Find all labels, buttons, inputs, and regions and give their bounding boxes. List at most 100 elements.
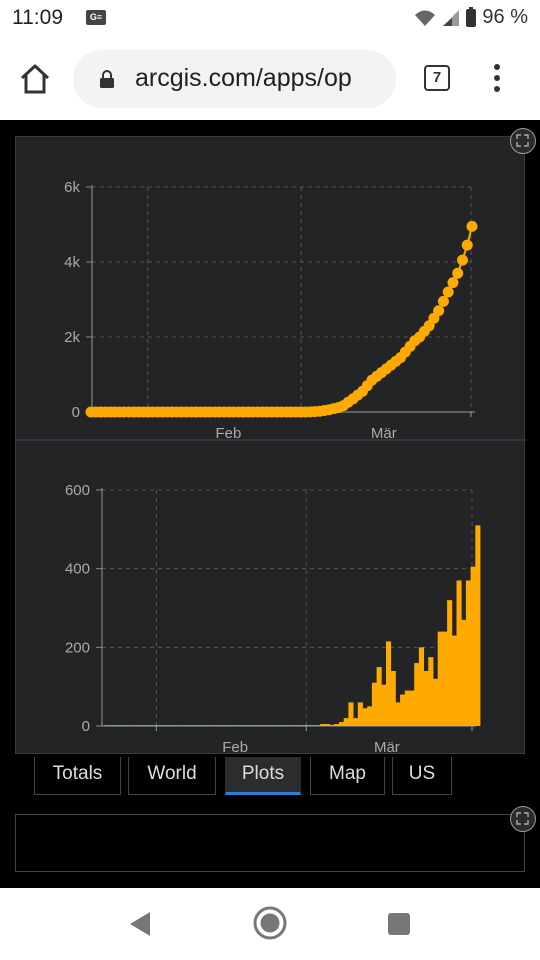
bar (461, 619, 467, 726)
bar (371, 682, 377, 726)
bar (353, 718, 359, 726)
bar (386, 641, 392, 726)
tab-map[interactable]: Map (310, 757, 385, 795)
bar (249, 725, 255, 726)
bar (216, 725, 222, 726)
bar (122, 725, 128, 726)
url-text: arcgis.com/apps/op (135, 64, 352, 92)
address-bar[interactable]: arcgis.com/apps/op (73, 50, 396, 108)
tab-switcher-button[interactable]: 7 (424, 65, 450, 91)
bar (151, 725, 157, 726)
charts-panel: 0 2k 4k 6k Feb Mär 0 200 400 600 Feb Mär (15, 136, 526, 756)
bar (230, 725, 236, 726)
bar (174, 725, 180, 726)
bar (451, 635, 457, 726)
data-point (433, 305, 445, 317)
tab-plots[interactable]: Plots (225, 757, 301, 795)
x-tick-label: Feb (216, 425, 242, 442)
home-nav-icon[interactable] (253, 906, 287, 940)
bar (437, 631, 443, 726)
bar (348, 702, 354, 726)
bar (315, 725, 321, 726)
y-tick-label: 2k (64, 329, 80, 346)
y-tick-label: 0 (72, 404, 80, 421)
charts-canvas: 0 2k 4k 6k Feb Mär 0 200 400 600 Feb Mär (16, 179, 526, 756)
bar (376, 667, 382, 726)
back-icon[interactable] (128, 911, 152, 937)
bar (292, 725, 298, 726)
data-point (437, 295, 449, 307)
bar (475, 525, 481, 726)
bar (404, 690, 410, 726)
cumulative-line-chart: 0 2k 4k 6k Feb Mär (64, 179, 478, 442)
y-tick-label: 4k (64, 254, 80, 271)
bar (339, 722, 345, 726)
system-nav-bar (0, 888, 540, 960)
bar (141, 725, 147, 726)
bar (132, 725, 138, 726)
bar (447, 600, 453, 726)
bar (160, 725, 166, 726)
browser-toolbar: arcgis.com/apps/op 7 (0, 38, 540, 120)
bar (301, 725, 307, 726)
bar (118, 725, 124, 726)
bar (470, 566, 476, 726)
y-tick-label: 400 (65, 561, 90, 578)
bar (334, 724, 340, 726)
bar (169, 725, 175, 726)
bar (221, 725, 227, 726)
bar (433, 678, 439, 726)
status-bar: 11:09 G≡ 96 % (0, 0, 540, 38)
data-point (447, 277, 459, 289)
y-tick-label: 0 (82, 718, 90, 735)
signal-icon (443, 9, 460, 26)
bar (296, 725, 302, 726)
bar (259, 725, 265, 726)
bar (188, 725, 194, 726)
expand-icon-secondary[interactable] (510, 806, 536, 832)
bar (226, 725, 232, 726)
data-point (466, 220, 478, 232)
bar (282, 725, 288, 726)
x-tick-label: Feb (222, 739, 248, 755)
wifi-icon (415, 10, 436, 26)
bar (198, 725, 204, 726)
bar (395, 702, 401, 726)
secondary-panel (15, 814, 525, 872)
lock-icon (100, 70, 114, 88)
home-icon[interactable] (18, 62, 52, 96)
bar (390, 670, 396, 726)
bar (428, 657, 434, 726)
bar (287, 725, 293, 726)
y-tick-label: 600 (65, 482, 90, 499)
bar (183, 725, 189, 726)
bar (127, 725, 133, 726)
bar (268, 725, 274, 726)
tab-world[interactable]: World (128, 757, 216, 795)
bar (263, 725, 269, 726)
bar (409, 690, 415, 726)
x-tick-label: Mär (371, 425, 397, 442)
sim-icon: G≡ (86, 10, 106, 25)
overflow-menu-icon[interactable] (493, 64, 501, 94)
bar (400, 694, 406, 726)
bar (245, 725, 251, 726)
expand-icon[interactable] (510, 128, 536, 154)
bar (165, 725, 171, 726)
bar (273, 725, 279, 726)
tab-totals[interactable]: Totals (34, 757, 121, 795)
recents-icon[interactable] (388, 913, 410, 935)
bar (155, 725, 161, 726)
x-tick-label: Mär (374, 739, 400, 755)
battery-icon (466, 6, 477, 27)
bar (207, 725, 213, 726)
bar (418, 647, 424, 726)
bar (104, 725, 110, 726)
bar (277, 725, 283, 726)
bar (324, 724, 330, 726)
tab-us[interactable]: US (392, 757, 452, 795)
status-time: 11:09 (12, 6, 63, 29)
bar (465, 580, 471, 726)
data-point (456, 254, 468, 266)
bar (442, 631, 448, 726)
